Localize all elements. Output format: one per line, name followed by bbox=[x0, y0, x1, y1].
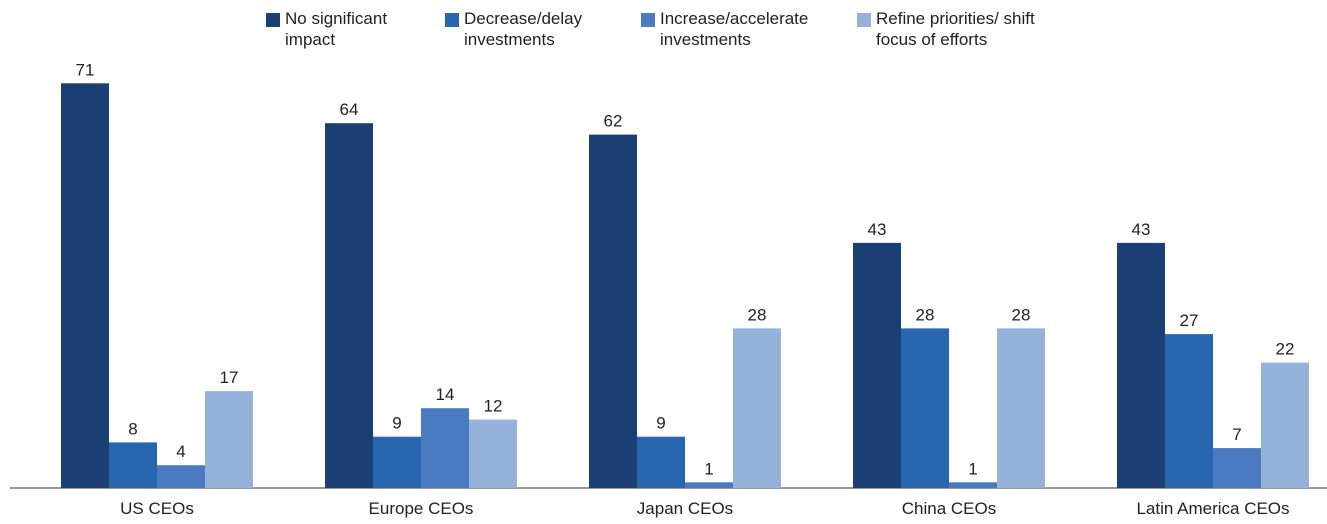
data-label: 17 bbox=[220, 368, 239, 387]
legend-swatch bbox=[857, 13, 871, 27]
bar bbox=[997, 328, 1045, 488]
data-label: 9 bbox=[392, 414, 401, 433]
legend-label: Refine priorities/ shift focus of effort… bbox=[876, 9, 1035, 49]
data-label: 28 bbox=[748, 305, 767, 324]
bar bbox=[469, 419, 517, 488]
bar bbox=[325, 123, 373, 488]
bar bbox=[685, 482, 733, 488]
data-label: 64 bbox=[340, 100, 359, 119]
data-label: 1 bbox=[968, 459, 977, 478]
legend-item: Refine priorities/ shift focus of effort… bbox=[857, 8, 1056, 50]
bar bbox=[205, 391, 253, 488]
x-tick-label: Latin America CEOs bbox=[1136, 499, 1289, 518]
data-label: 8 bbox=[128, 419, 137, 438]
x-tick-label: US CEOs bbox=[120, 499, 194, 518]
data-label: 71 bbox=[76, 60, 95, 79]
bar bbox=[109, 442, 157, 488]
bar bbox=[1261, 362, 1309, 488]
legend-swatch bbox=[641, 13, 655, 27]
bar bbox=[853, 242, 901, 488]
bar bbox=[1117, 242, 1165, 488]
x-tick-label: Europe CEOs bbox=[369, 499, 474, 518]
bar bbox=[61, 83, 109, 489]
data-label: 22 bbox=[1276, 340, 1295, 359]
bar bbox=[901, 328, 949, 488]
data-label: 27 bbox=[1180, 311, 1199, 330]
x-tick-label: Japan CEOs bbox=[637, 499, 733, 518]
bar bbox=[589, 134, 637, 488]
x-tick-label: China CEOs bbox=[902, 499, 996, 518]
bar bbox=[1165, 334, 1213, 488]
data-label: 4 bbox=[176, 442, 185, 461]
legend-swatch bbox=[445, 13, 459, 27]
legend-label: Increase/accelerate investments bbox=[660, 9, 809, 49]
data-label: 1 bbox=[704, 459, 713, 478]
data-label: 9 bbox=[656, 414, 665, 433]
data-label: 43 bbox=[868, 220, 887, 239]
legend-swatch bbox=[266, 13, 280, 27]
data-label: 62 bbox=[604, 112, 623, 131]
legend-item: Decrease/delay investments bbox=[445, 8, 624, 50]
data-label: 14 bbox=[436, 385, 455, 404]
bar bbox=[733, 328, 781, 488]
data-label: 43 bbox=[1132, 220, 1151, 239]
data-label: 7 bbox=[1232, 425, 1241, 444]
bar bbox=[157, 465, 205, 488]
legend-label: Decrease/delay investments bbox=[464, 9, 583, 49]
data-label: 28 bbox=[1012, 305, 1031, 324]
data-label: 12 bbox=[484, 397, 503, 416]
data-label: 28 bbox=[916, 305, 935, 324]
legend-item: No significant impact bbox=[266, 8, 425, 50]
bar bbox=[1213, 448, 1261, 488]
bar bbox=[637, 436, 685, 488]
legend-label: No significant impact bbox=[285, 9, 388, 49]
legend-item: Increase/accelerate investments bbox=[641, 8, 840, 50]
bar bbox=[421, 408, 469, 488]
bar bbox=[949, 482, 997, 488]
bar bbox=[373, 436, 421, 488]
